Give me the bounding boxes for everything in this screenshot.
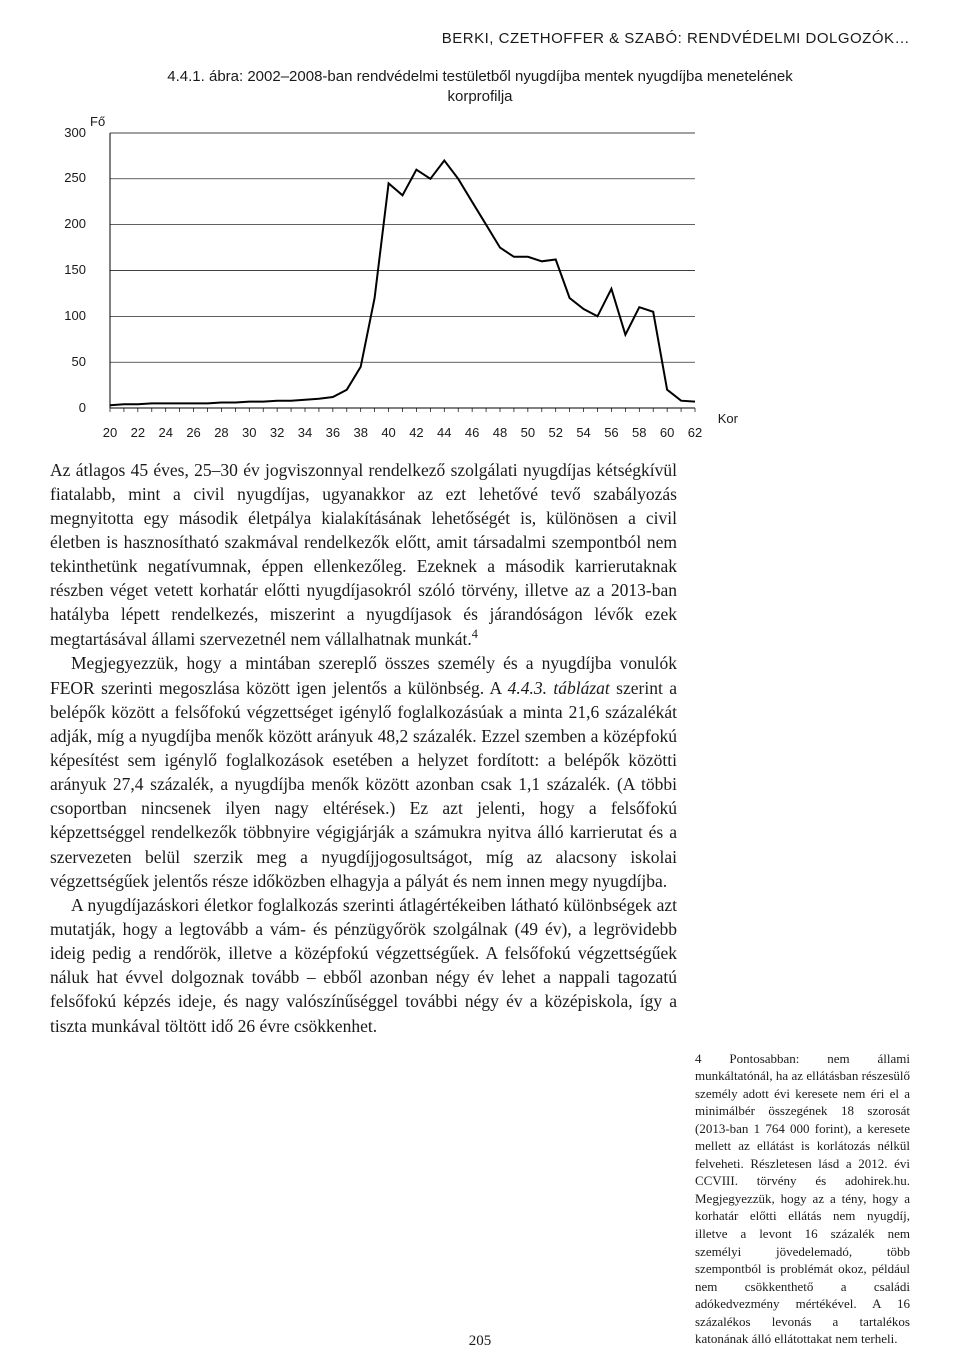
x-tick-label: 48	[490, 425, 510, 440]
body-paragraph-2: Megjegyezzük, hogy a mintában szereplő ö…	[50, 651, 677, 892]
content-columns: Az átlagos 45 éves, 25–30 év jogviszonny…	[50, 458, 910, 1348]
x-tick-label: 42	[406, 425, 426, 440]
x-tick-label: 30	[239, 425, 259, 440]
x-axis-label: Kor	[718, 411, 738, 426]
x-tick-label: 54	[574, 425, 594, 440]
x-tick-label: 22	[128, 425, 148, 440]
footnote-column: 4 Pontosabban: nem állami munkáltatónál,…	[695, 458, 910, 1348]
x-tick-label: 40	[379, 425, 399, 440]
y-tick-label: 150	[56, 262, 86, 277]
x-tick-label: 62	[685, 425, 705, 440]
line-chart	[70, 118, 710, 438]
x-tick-label: 20	[100, 425, 120, 440]
page-number: 205	[469, 1333, 492, 1350]
x-tick-label: 28	[211, 425, 231, 440]
x-tick-label: 60	[657, 425, 677, 440]
y-tick-label: 50	[56, 354, 86, 369]
x-tick-label: 44	[434, 425, 454, 440]
x-tick-label: 50	[518, 425, 538, 440]
x-tick-label: 36	[323, 425, 343, 440]
y-tick-label: 0	[56, 400, 86, 415]
y-tick-label: 200	[56, 216, 86, 231]
x-tick-label: 46	[462, 425, 482, 440]
x-tick-label: 26	[184, 425, 204, 440]
figure-caption: 4.4.1. ábra: 2002–2008-ban rendvédelmi t…	[160, 67, 800, 108]
y-tick-label: 300	[56, 125, 86, 140]
x-tick-label: 24	[156, 425, 176, 440]
footnote-text: 4 Pontosabban: nem állami munkáltatónál,…	[695, 1050, 910, 1348]
chart-area: Fő Kor 050100150200250300202224262830323…	[70, 118, 710, 438]
body-paragraph-3: A nyugdíjazáskori életkor foglalkozás sz…	[50, 893, 677, 1038]
x-tick-label: 34	[295, 425, 315, 440]
body-paragraph-1: Az átlagos 45 éves, 25–30 év jogviszonny…	[50, 458, 677, 652]
page-header: BERKI, CZETHOFFER & SZABÓ: RENDVÉDELMI D…	[50, 30, 910, 47]
y-tick-label: 100	[56, 308, 86, 323]
x-tick-label: 58	[629, 425, 649, 440]
x-tick-label: 56	[601, 425, 621, 440]
y-tick-label: 250	[56, 170, 86, 185]
x-tick-label: 32	[267, 425, 287, 440]
x-tick-label: 38	[351, 425, 371, 440]
x-tick-label: 52	[546, 425, 566, 440]
main-text-column: Az átlagos 45 éves, 25–30 év jogviszonny…	[50, 458, 677, 1348]
